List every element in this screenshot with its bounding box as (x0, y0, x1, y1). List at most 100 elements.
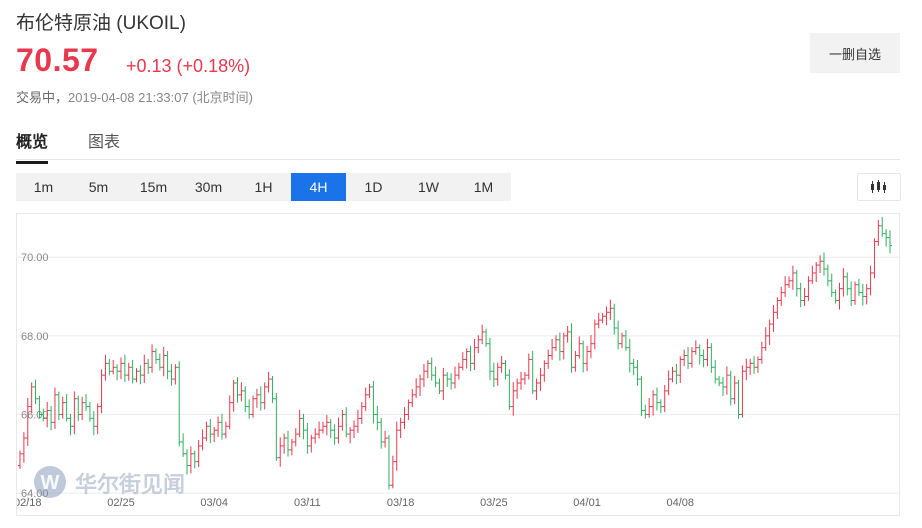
period-selector: 1m 5m 15m 30m 1H 4H 1D 1W 1M (16, 173, 511, 201)
ohlc-bar (278, 437, 283, 467)
ohlc-bar (487, 337, 492, 381)
ohlc-bar (251, 395, 256, 418)
ohlc-bar (557, 332, 562, 361)
ohlc-bar (21, 432, 26, 463)
ohlc-bar (806, 276, 811, 301)
ohlc-bar (507, 369, 512, 410)
ohlc-bar (755, 356, 760, 373)
ohlc-bar (783, 276, 788, 297)
ohlc-bar (262, 382, 267, 410)
ohlc-bar (157, 353, 162, 371)
ohlc-bar (142, 354, 147, 384)
tab-overview[interactable]: 概览 (16, 128, 49, 164)
last-price: 70.57 (16, 42, 99, 78)
ohlc-bar (410, 388, 415, 407)
period-30m[interactable]: 30m (194, 179, 223, 195)
ohlc-bar (802, 287, 807, 306)
ohlc-bar (693, 340, 698, 355)
ohlc-bar (72, 391, 77, 435)
ohlc-bar (398, 417, 403, 439)
ohlc-bar (332, 424, 337, 445)
ohlc-bar (274, 392, 279, 461)
ohlc-bar (161, 346, 166, 377)
x-tick-label: 03/04 (200, 497, 228, 509)
remove-watchlist-button[interactable]: 一删自选 (810, 33, 900, 73)
ohlc-bar (464, 348, 469, 369)
ohlc-bar (84, 394, 89, 411)
period-1d[interactable]: 1D (364, 179, 383, 195)
ohlc-bar (289, 438, 294, 456)
ohlc-bar (363, 387, 368, 411)
x-tick-label: 03/11 (294, 497, 321, 509)
ohlc-bar (775, 297, 780, 319)
ohlc-bar (767, 319, 772, 345)
ohlc-bar (359, 402, 364, 424)
period-1m[interactable]: 1m (33, 179, 54, 195)
chart-type-button[interactable] (857, 173, 901, 201)
period-15m[interactable]: 15m (139, 179, 168, 195)
ohlc-bar (581, 340, 586, 373)
period-4h[interactable]: 4H (291, 173, 346, 201)
ohlc-bar (134, 368, 139, 383)
period-5m[interactable]: 5m (88, 179, 109, 195)
ohlc-bar (367, 383, 372, 398)
ohlc-bar (441, 367, 446, 400)
ohlc-bar (309, 434, 314, 453)
period-1w[interactable]: 1W (418, 179, 439, 195)
ohlc-bar (355, 409, 360, 433)
y-tick-label: 66.00 (21, 409, 49, 421)
ohlc-bar (320, 421, 325, 434)
instrument-title: 布伦特原油 (UKOIL) (16, 13, 186, 34)
ohlc-bar (468, 345, 473, 372)
ohlc-bar (522, 372, 527, 385)
tab-chart[interactable]: 图表 (88, 134, 121, 151)
period-1h[interactable]: 1H (254, 179, 273, 195)
ohlc-bar (670, 366, 675, 383)
ohlc-bar (126, 362, 131, 381)
x-tick-label: 03/18 (387, 497, 415, 509)
ohlc-bar (352, 420, 357, 439)
ohlc-bar (623, 329, 628, 351)
ohlc-bar (689, 347, 694, 368)
ohlc-bar (480, 324, 485, 345)
ohlc-bar (418, 374, 423, 396)
ohlc-bar (658, 399, 663, 414)
ohlc-bar (771, 304, 776, 332)
ohlc-bar (821, 252, 826, 276)
quote-timestamp: 2019-04-08 21:33:07 (北京时间) (68, 90, 253, 105)
x-tick-label: 04/01 (573, 497, 601, 509)
ohlc-bar (270, 375, 275, 404)
ohlc-bar (386, 434, 391, 490)
period-1mo[interactable]: 1M (473, 179, 494, 195)
ohlc-bar (674, 363, 679, 385)
price-change: +0.13 (+0.18%) (126, 56, 251, 76)
ohlc-bar (344, 407, 349, 438)
ohlc-bar (243, 386, 248, 413)
ohlc-bar (588, 335, 593, 359)
watermark: W 华尔街见闻 (34, 466, 185, 498)
ohlc-bar (328, 419, 333, 439)
ohlc-bar (585, 345, 590, 372)
ohlc-bar (705, 338, 710, 367)
ohlc-bar (25, 397, 30, 446)
ohlc-bar (169, 363, 174, 386)
ohlc-bar (196, 440, 201, 468)
ohlc-bar (550, 338, 555, 360)
ohlc-bar (561, 332, 566, 360)
ohlc-bar (620, 332, 625, 349)
ohlc-bar (231, 379, 236, 412)
ohlc-bar (235, 377, 240, 403)
ohlc-bar (95, 403, 100, 435)
ohlc-bar (740, 365, 745, 418)
ohlc-bar (709, 343, 714, 373)
ohlc-bar (37, 395, 42, 419)
ohlc-bar (204, 421, 209, 442)
ohlc-bar (573, 350, 578, 372)
ohlc-bar (56, 391, 61, 420)
x-tick-label: 04/08 (667, 497, 695, 509)
ohlc-bar (732, 375, 737, 405)
ohlc-bar (860, 283, 865, 306)
ohlc-bar (324, 415, 329, 436)
